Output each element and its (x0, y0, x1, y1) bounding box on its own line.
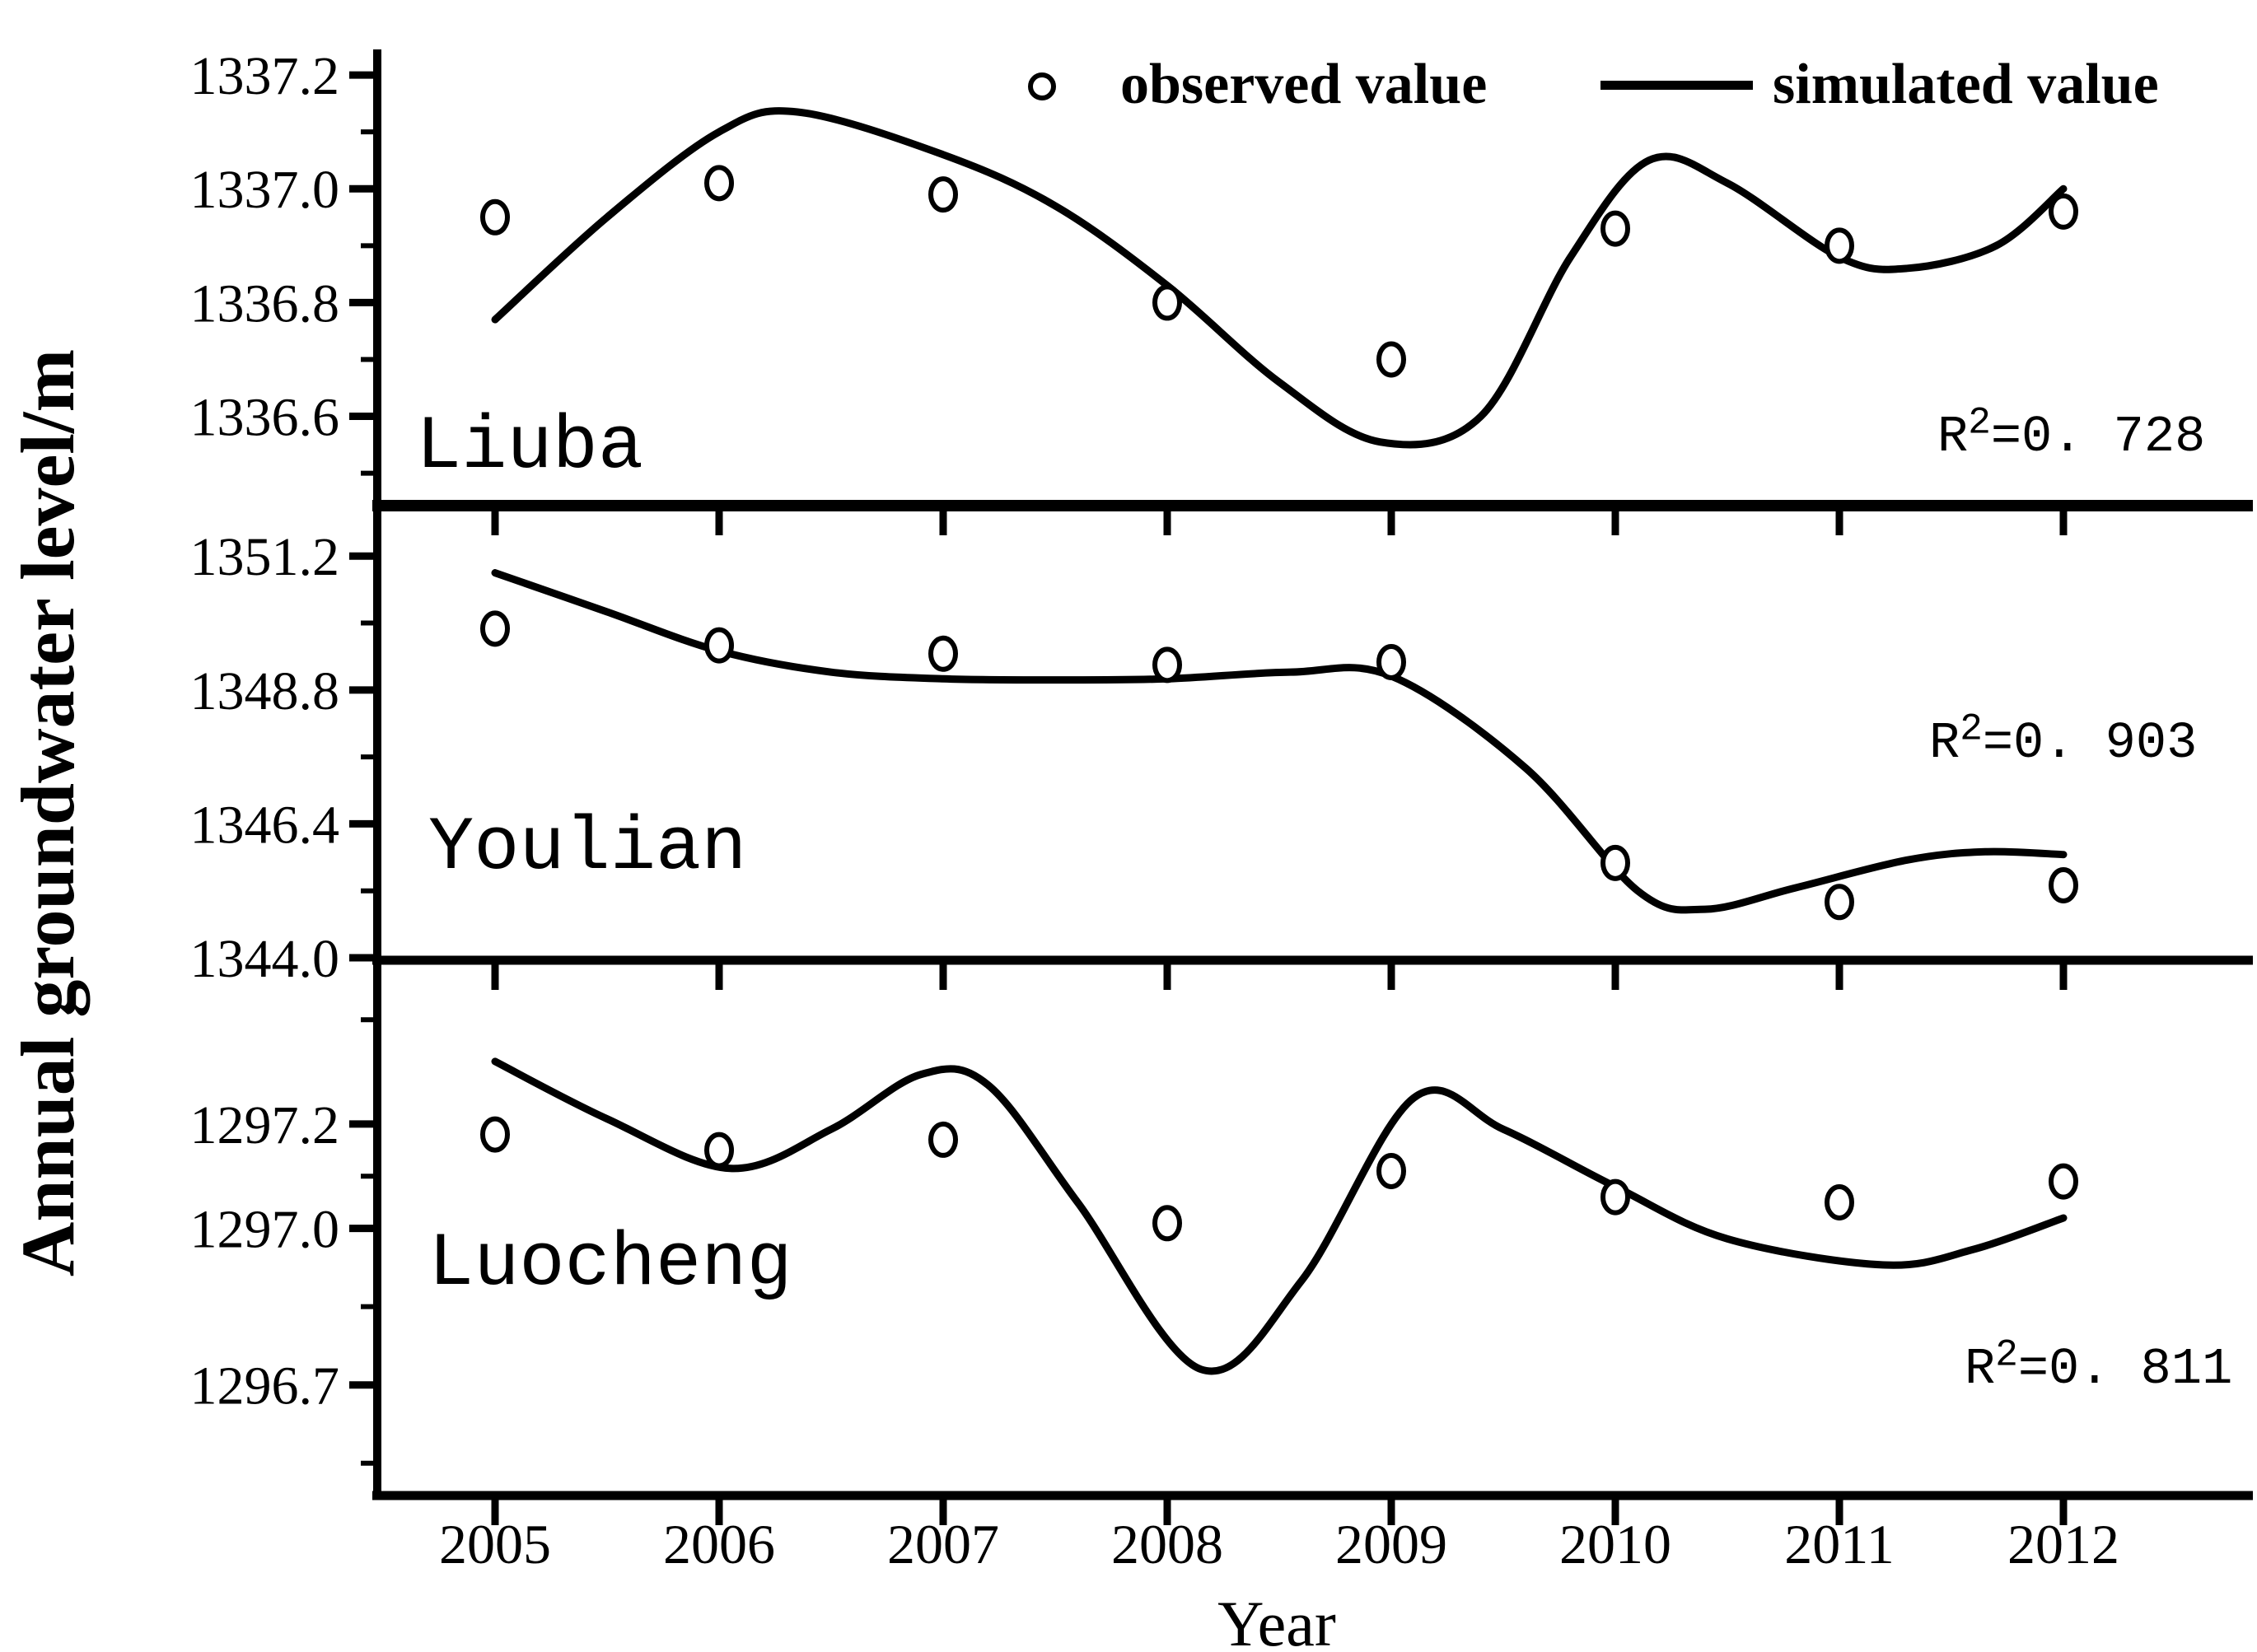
observed-point-liuba-2009 (1376, 341, 1406, 378)
x-tick-label: 2008 (1111, 1513, 1223, 1575)
y-tick-label: 1337.0 (190, 160, 340, 220)
r2-sup: 2 (1960, 707, 1983, 751)
r2-sup: 2 (1968, 401, 1991, 445)
r2-base: R (1937, 408, 1969, 466)
legend-simulated-marker-icon (1600, 81, 1753, 90)
y-tick-label: 1337.2 (190, 46, 340, 106)
observed-point-luocheng-2005 (480, 1116, 510, 1153)
x-tick-label: 2010 (1559, 1513, 1671, 1575)
observed-point-youlian-2012 (2049, 866, 2078, 903)
panel-label-youlian: Youlian (428, 805, 747, 891)
r2-base: R (1929, 714, 1960, 772)
y-axis-title: Annual groundwater level/m (6, 348, 90, 1277)
x-tick-label: 2009 (1335, 1513, 1447, 1575)
simulated-curve-youlian (491, 569, 2068, 914)
y-tick-label: 1351.2 (190, 527, 340, 587)
observed-point-liuba-2007 (928, 176, 958, 213)
panel-label-liuba: Liuba (416, 404, 644, 490)
observed-point-youlian-2009 (1376, 643, 1406, 680)
observed-point-liuba-2008 (1152, 284, 1182, 321)
x-tick-label: 2012 (2007, 1513, 2119, 1575)
y-tick-label: 1344.0 (190, 929, 340, 989)
panel-label-luocheng: Luocheng (428, 1220, 792, 1307)
legend-observed-marker-icon (1028, 72, 1056, 100)
r2-value: =0. 728 (1990, 408, 2206, 466)
y-tick-label: 1346.4 (190, 795, 340, 855)
y-tick-label: 1336.6 (190, 388, 340, 448)
r-squared-luocheng: R2=0. 811 (1965, 1336, 2233, 1398)
r2-base: R (1965, 1340, 1996, 1398)
x-axis-title: Year (1217, 1588, 1336, 1652)
observed-point-luocheng-2008 (1152, 1205, 1182, 1242)
simulated-curve-liuba (491, 107, 2068, 449)
observed-point-youlian-2005 (480, 610, 510, 647)
r2-sup: 2 (1995, 1333, 2018, 1377)
observed-point-luocheng-2007 (928, 1121, 958, 1158)
observed-point-youlian-2007 (928, 635, 958, 672)
observed-point-liuba-2012 (2049, 193, 2078, 230)
observed-point-liuba-2011 (1825, 227, 1854, 264)
y-tick-label: 1296.7 (190, 1356, 340, 1416)
x-tick-label: 2007 (887, 1513, 999, 1575)
x-tick-label: 2005 (439, 1513, 551, 1575)
observed-point-youlian-2008 (1152, 646, 1182, 684)
observed-point-liuba-2006 (704, 165, 734, 202)
r2-value: =0. 903 (1982, 714, 2198, 772)
observed-point-youlian-2006 (704, 627, 734, 664)
x-tick-label: 2011 (1784, 1513, 1894, 1575)
y-tick-label: 1297.0 (190, 1200, 340, 1260)
observed-point-youlian-2011 (1825, 884, 1854, 921)
y-tick-label: 1348.8 (190, 661, 340, 721)
observed-point-luocheng-2010 (1600, 1178, 1630, 1216)
observed-point-luocheng-2006 (704, 1132, 734, 1169)
x-tick-label: 2006 (663, 1513, 775, 1575)
observed-point-luocheng-2012 (2049, 1163, 2078, 1200)
y-tick-label: 1297.2 (190, 1095, 340, 1155)
r-squared-liuba: R2=0. 728 (1937, 404, 2206, 466)
observed-point-luocheng-2009 (1376, 1152, 1406, 1189)
r2-value: =0. 811 (2017, 1340, 2233, 1398)
observed-point-liuba-2010 (1600, 210, 1630, 247)
observed-point-liuba-2005 (480, 198, 510, 236)
legend-simulated-label: simulated value (1773, 53, 2159, 116)
y-tick-label: 1336.8 (190, 273, 340, 334)
observed-point-youlian-2010 (1600, 844, 1630, 881)
simulated-curve-luocheng (491, 1057, 2068, 1375)
legend-observed-label: observed value (1120, 53, 1488, 116)
observed-point-luocheng-2011 (1825, 1183, 1854, 1220)
r-squared-youlian: R2=0. 903 (1929, 710, 2198, 772)
